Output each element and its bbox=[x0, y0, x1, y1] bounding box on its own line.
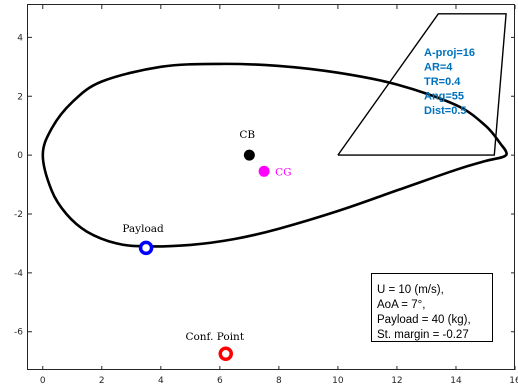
conf-point-marker bbox=[218, 346, 234, 362]
fin-param-line: Dist=0.5 bbox=[424, 105, 467, 117]
info-line: Payload = 40 (kg), bbox=[377, 314, 471, 326]
payload-marker bbox=[138, 240, 154, 256]
y-tick-label: -6 bbox=[14, 328, 23, 338]
cg-marker bbox=[258, 165, 270, 177]
y-tick-label: 2 bbox=[17, 92, 23, 102]
payload-label: Payload bbox=[122, 223, 164, 235]
y-tick-label: 0 bbox=[17, 151, 23, 161]
x-tick-label: 6 bbox=[217, 376, 223, 386]
x-tick-label: 4 bbox=[158, 376, 164, 386]
info-line: St. margin = -0.27 bbox=[377, 329, 469, 341]
cg-label: CG bbox=[275, 166, 291, 178]
y-tick-label: -2 bbox=[14, 210, 23, 220]
fin-param-line: AR=4 bbox=[424, 62, 453, 74]
conf-point-label: Conf. Point bbox=[185, 331, 244, 343]
info-lines: U = 10 (m/s), AoA = 7°, Payload = 40 (kg),… bbox=[377, 284, 471, 341]
x-tick-label: 10 bbox=[332, 376, 344, 386]
fin-param-line: Ang=55 bbox=[424, 91, 464, 103]
info-box-frame bbox=[371, 273, 493, 342]
y-tick-label: -4 bbox=[14, 269, 23, 279]
axis-ticks: 0 2 4 6 8 10 12 14 16 -6 -4 -2 0 2 4 bbox=[14, 5, 518, 386]
info-line: AoA = 7°, bbox=[377, 299, 425, 311]
x-tick-label: 2 bbox=[99, 376, 105, 386]
fin-param-line: A-proj=16 bbox=[424, 47, 475, 59]
cb-label: CB bbox=[239, 129, 255, 141]
x-tick-label: 8 bbox=[276, 376, 282, 386]
plot-marks: CB CG Payload Conf. Point bbox=[41, 13, 508, 362]
axes-box bbox=[27, 4, 515, 370]
fin-parameters: A-proj=16 AR=4 TR=0.4 Ang=55 Dist=0.5 bbox=[424, 47, 475, 117]
info-box: U = 10 (m/s), AoA = 7°, Payload = 40 (kg),… bbox=[371, 273, 493, 342]
hull-outline bbox=[41, 62, 508, 248]
x-tick-label: 0 bbox=[40, 376, 46, 386]
x-tick-label: 16 bbox=[509, 376, 518, 386]
fin-param-line: TR=0.4 bbox=[424, 76, 461, 88]
y-tick-label: 4 bbox=[17, 33, 23, 43]
fin-outline bbox=[337, 13, 507, 156]
info-line: U = 10 (m/s), bbox=[377, 284, 444, 296]
x-tick-label: 12 bbox=[391, 376, 402, 386]
x-tick-label: 14 bbox=[450, 376, 462, 386]
cb-marker bbox=[243, 149, 255, 161]
